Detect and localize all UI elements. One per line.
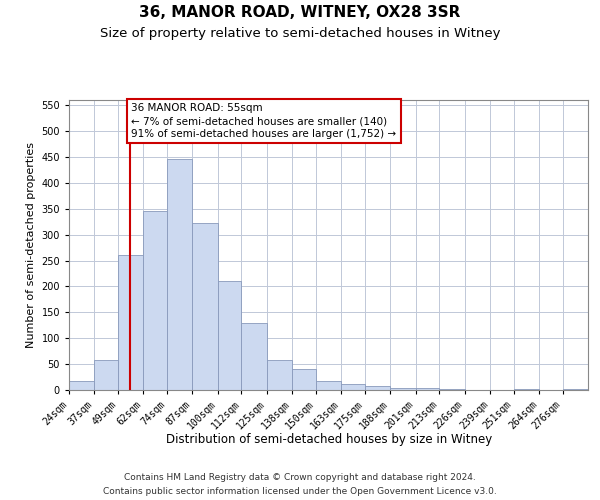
- Bar: [365, 386, 390, 390]
- Bar: [416, 388, 439, 390]
- Bar: [193, 223, 218, 390]
- Bar: [94, 360, 118, 390]
- Bar: [267, 360, 292, 390]
- Text: Contains public sector information licensed under the Open Government Licence v3: Contains public sector information licen…: [103, 488, 497, 496]
- Bar: [118, 256, 143, 390]
- Text: Distribution of semi-detached houses by size in Witney: Distribution of semi-detached houses by …: [166, 432, 492, 446]
- Text: 36, MANOR ROAD, WITNEY, OX28 3SR: 36, MANOR ROAD, WITNEY, OX28 3SR: [139, 5, 461, 20]
- Bar: [316, 381, 341, 390]
- Bar: [292, 370, 316, 390]
- Y-axis label: Number of semi-detached properties: Number of semi-detached properties: [26, 142, 36, 348]
- Bar: [167, 158, 193, 390]
- Bar: [218, 281, 241, 390]
- Bar: [69, 381, 94, 390]
- Text: 36 MANOR ROAD: 55sqm
← 7% of semi-detached houses are smaller (140)
91% of semi-: 36 MANOR ROAD: 55sqm ← 7% of semi-detach…: [131, 103, 397, 140]
- Bar: [390, 388, 416, 390]
- Bar: [143, 212, 167, 390]
- Bar: [563, 389, 588, 390]
- Text: Contains HM Land Registry data © Crown copyright and database right 2024.: Contains HM Land Registry data © Crown c…: [124, 472, 476, 482]
- Bar: [341, 384, 365, 390]
- Bar: [241, 322, 267, 390]
- Text: Size of property relative to semi-detached houses in Witney: Size of property relative to semi-detach…: [100, 28, 500, 40]
